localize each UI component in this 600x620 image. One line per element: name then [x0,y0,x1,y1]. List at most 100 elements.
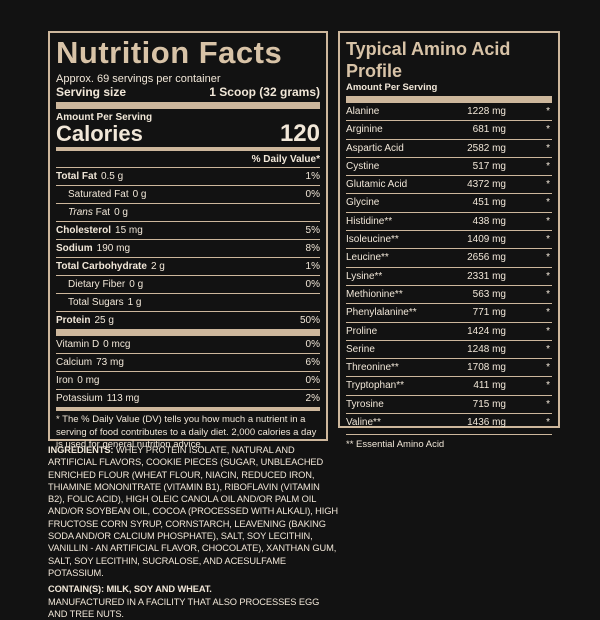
mineral-name-cell: Potassium 113 mg [56,390,139,407]
daily-value-header: % Daily Value* [251,154,320,165]
divider-medium [56,407,320,411]
amino-acid-row: Threonine** 1708 mg * [346,358,552,376]
amino-acid-amount: 1409 mg [467,234,506,246]
amino-acid-row: Valine** 1436 mg * [346,413,552,431]
facility-statement: MANUFACTURED IN A FACILITY THAT ALSO PRO… [48,596,320,619]
amino-acid-name: Isoleucine** [346,234,399,246]
nutrient-label-suffix: Fat [92,207,111,218]
amino-acid-asterisk: * [546,325,550,337]
amino-acid-title: Typical Amino Acid Profile [346,39,511,81]
nutrient-amount: 25 g [94,315,114,326]
amino-acid-asterisk: * [546,106,550,117]
nutrient-amount: 0.5 g [100,171,124,182]
amino-acid-asterisk: * [546,252,550,264]
nutrient-label: Dietary Fiber [68,279,126,290]
daily-value-footnote: * The % Daily Value (DV) tells you how m… [56,414,317,450]
amino-acid-row: Histidine** 438 mg * [346,211,552,230]
nutrient-amount: 0 g [132,189,147,200]
amino-acid-amount: 451 mg [472,197,506,209]
amino-acid-name: Phenylalanine** [346,307,417,319]
mineral-daily-value: 0% [305,375,320,386]
amino-acid-asterisk: * [546,288,550,300]
nutrient-daily-value: 0% [305,189,320,200]
nutrient-name-cell: Total Carbohydrate 2 g [56,258,165,275]
ingredients-text: WHEY PROTEIN ISOLATE, NATURAL AND ARTIFI… [48,445,338,578]
nutrient-label: Cholesterol [56,225,112,236]
amino-acid-name: Methionine** [346,288,403,300]
amino-acid-asterisk: * [546,124,550,136]
divider-thick [346,96,552,103]
nutrient-daily-value: 50% [299,315,320,326]
amino-acid-amount: 1708 mg [467,362,506,374]
amino-acid-name: Cystine [346,160,380,172]
amino-acid-panel: Typical Amino Acid Profile Amount Per Se… [338,31,560,450]
amino-acid-row: Lysine** 2331 mg * [346,266,552,285]
amino-acid-amount: 563 mg [472,288,506,300]
calories-value: 120 [279,120,320,147]
amino-acid-name: Proline [346,325,378,337]
amino-acid-name: Glycine [346,197,380,209]
amino-acid-row: Tyrosine 715 mg * [346,394,552,413]
ingredients-heading: INGREDIENTS: [48,445,114,455]
nutrient-name-cell: Sodium 190 mg [56,240,130,257]
amino-acid-name: Aspartic Acid [346,142,404,154]
mineral-daily-value: 2% [305,393,320,404]
mineral-amount: 73 mg [96,357,124,368]
amino-acid-row: Glycine 451 mg * [346,193,552,211]
amino-acid-name: Valine** [346,417,381,429]
amino-acid-amount: 1436 mg [467,417,506,429]
nutrient-label: Total Carbohydrate [56,261,147,272]
amino-acid-amount: 1248 mg [467,343,506,355]
amino-acid-asterisk: * [546,215,550,227]
essential-amino-note: ** Essential Amino Acid [346,434,552,450]
mineral-daily-value: 6% [305,357,320,368]
amino-acid-asterisk: * [546,417,550,429]
nutrient-daily-value: 0% [305,279,320,290]
mineral-label: Potassium [56,393,103,404]
amino-acid-amount: 411 mg [473,380,506,392]
amino-acid-amount: 681 mg [472,124,506,136]
mineral-name-cell: Iron 0 mg [56,372,99,389]
amino-acid-amount: 771 mg [472,307,506,319]
amino-acid-amount: 438 mg [472,215,506,227]
nutrition-facts-panel: Nutrition Facts Approx. 69 servings per … [48,31,328,450]
nutrient-amount: 15 mg [115,225,143,236]
mineral-row: Potassium 113 mg 2% [56,389,320,407]
amino-acid-amount: 2656 mg [467,252,506,264]
amino-acid-asterisk: * [546,197,550,209]
amino-acid-row: Arginine 681 mg * [346,120,552,138]
amino-acid-name: Alanine [346,106,380,117]
mineral-label: Calcium [56,357,93,368]
nutrient-daily-value: 5% [305,225,320,236]
amino-acid-row: Serine 1248 mg * [346,339,552,358]
mineral-amount: 113 mg [106,393,140,404]
nutrient-row: Trans Fat 0 g [56,203,320,221]
nutrient-row: Protein 25 g 50% [56,311,320,329]
nutrient-name-cell: Protein 25 g [56,312,114,329]
amino-acid-row: Tryptophan** 411 mg * [346,376,552,394]
nutrient-label: Total Sugars [68,297,124,308]
nutrient-amount: 2 g [150,261,165,272]
nutrient-name-cell: Total Fat 0.5 g [56,168,123,185]
nutrient-row: Total Carbohydrate 2 g 1% [56,257,320,275]
divider-thick [56,329,320,336]
amino-acid-row: Glutamic Acid 4372 mg * [346,175,552,193]
divider-thick [56,102,320,109]
serving-size-value: 1 Scoop (32 grams) [209,85,320,99]
amino-acid-row: Leucine** 2656 mg * [346,248,552,266]
calories-label: Calories [56,121,143,146]
amino-acid-asterisk: * [546,270,550,282]
amino-acid-asterisk: * [546,362,550,374]
amount-per-serving-label: Amount Per Serving [56,112,153,123]
nutrient-daily-value: 1% [305,261,320,272]
calories-row: Calories 120 [56,120,320,147]
serving-size-label: Serving size [56,85,127,99]
amino-acid-amount: 1228 mg [467,106,506,117]
amino-acid-amount: 1424 mg [467,325,506,337]
amino-acid-row: Aspartic Acid 2582 mg * [346,138,552,157]
servings-per-container: Approx. 69 servings per container [56,73,221,85]
amino-acid-row: Cystine 517 mg * [346,156,552,175]
